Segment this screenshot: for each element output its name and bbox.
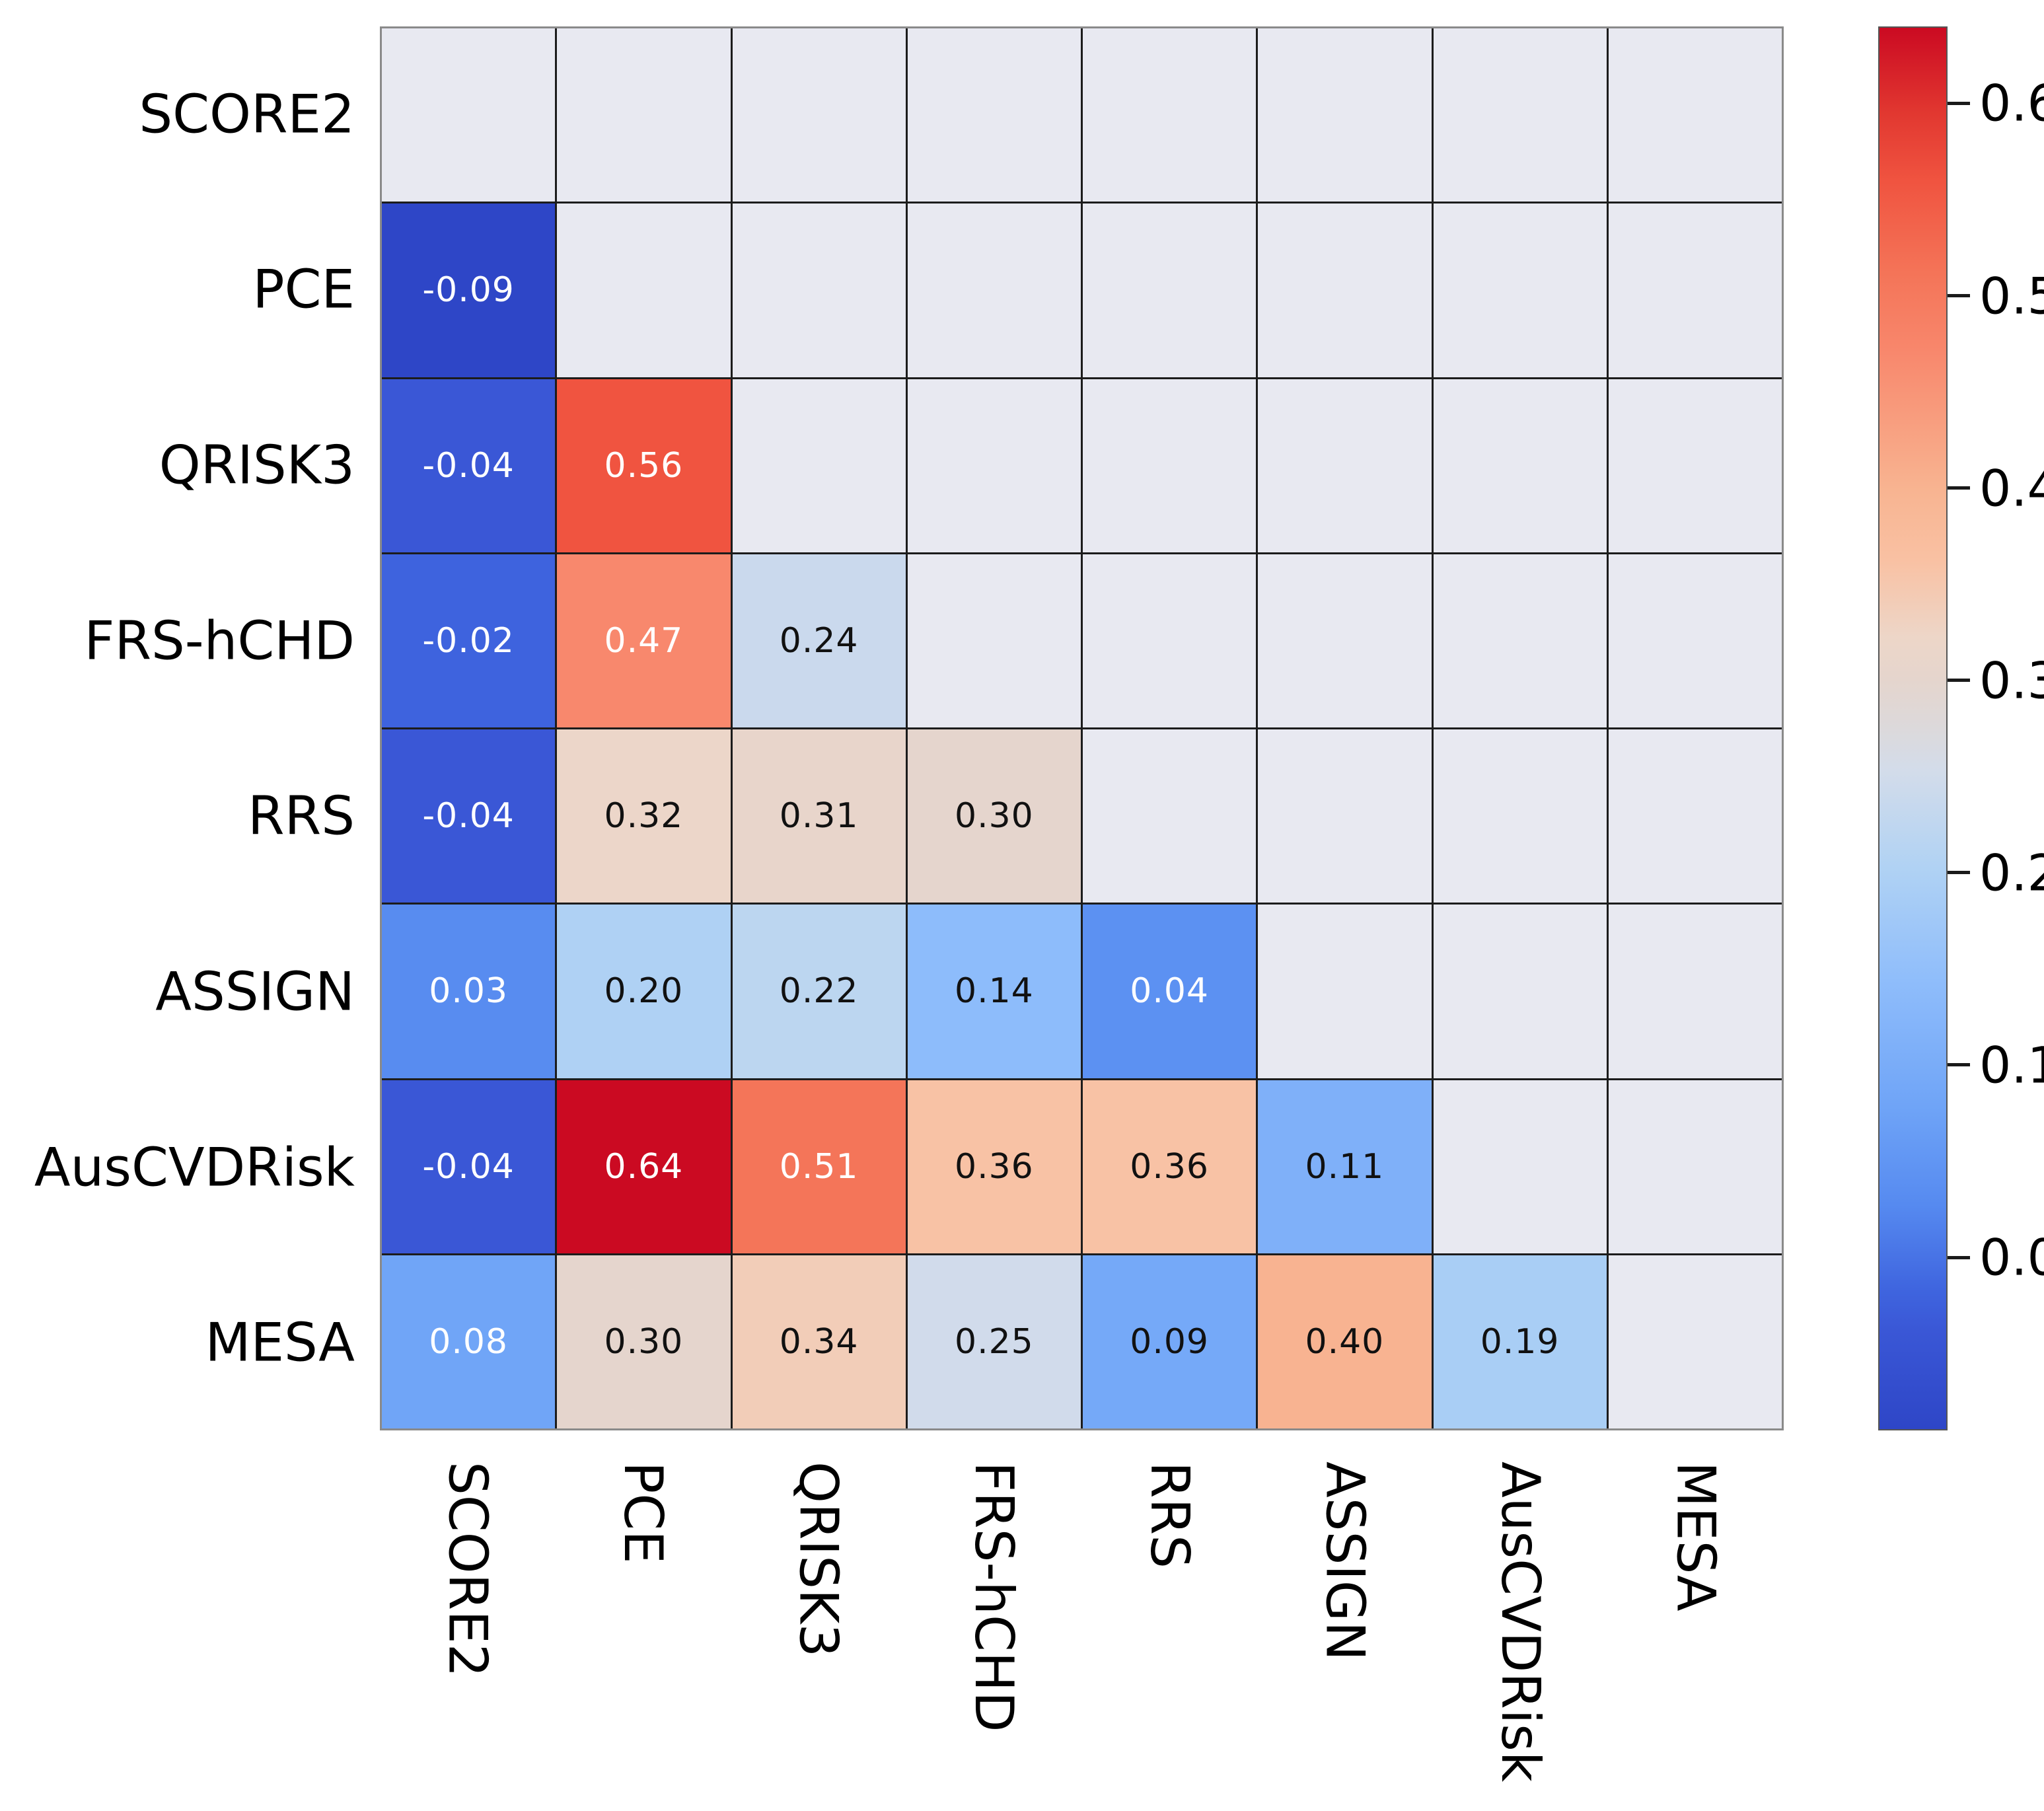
y-axis-label: QRISK3 — [159, 434, 355, 496]
heatmap-cell-masked — [1083, 554, 1257, 727]
x-axis-label: QRISK3 — [787, 1461, 850, 1658]
heatmap-cell-masked — [1433, 729, 1607, 903]
heatmap-cell: 0.34 — [732, 1255, 906, 1428]
colorbar-tick-mark — [1948, 486, 1970, 490]
heatmap-cell-masked — [1608, 28, 1782, 202]
heatmap-cell: 0.47 — [557, 554, 731, 727]
heatmap-cell: 0.20 — [557, 905, 731, 1078]
heatmap-cell-masked — [732, 203, 906, 377]
heatmap-cell-masked — [557, 203, 731, 377]
colorbar-tick-mark — [1948, 101, 1970, 105]
colorbar-tick-mark — [1948, 871, 1970, 875]
heatmap-cell-masked — [907, 28, 1081, 202]
colorbar-tick-label: 0.2 — [1979, 843, 2044, 903]
heatmap-cell: 0.30 — [907, 729, 1081, 903]
heatmap-cell-masked — [1608, 905, 1782, 1078]
heatmap-cell-masked — [1258, 905, 1432, 1078]
heatmap-cell-masked — [907, 203, 1081, 377]
heatmap-cell-masked — [1608, 554, 1782, 727]
heatmap-cell-masked — [1608, 1080, 1782, 1253]
x-axis-label: MESA — [1665, 1461, 1727, 1611]
heatmap-cell: 0.36 — [907, 1080, 1081, 1253]
heatmap-cell-masked — [1433, 28, 1607, 202]
colorbar-tick-mark — [1948, 679, 1970, 683]
x-axis-label: ASSIGN — [1314, 1461, 1376, 1661]
heatmap-cell: -0.04 — [382, 729, 556, 903]
heatmap-cell-masked — [1608, 203, 1782, 377]
heatmap-cell: -0.09 — [382, 203, 556, 377]
heatmap-cell-masked — [1433, 1080, 1607, 1253]
heatmap-cell: 0.24 — [732, 554, 906, 727]
x-axis-label: FRS-hCHD — [963, 1461, 1025, 1732]
heatmap-cell-masked — [557, 28, 731, 202]
heatmap-cell-masked — [907, 379, 1081, 552]
heatmap-cell-masked — [732, 28, 906, 202]
heatmap-cell: 0.32 — [557, 729, 731, 903]
heatmap-cell-masked — [1433, 379, 1607, 552]
heatmap-cell: 0.56 — [557, 379, 731, 552]
colorbar-tick-label: 0.0 — [1979, 1228, 2044, 1287]
colorbar-tick-label: 0.6 — [1979, 73, 2044, 133]
heatmap-cell-masked — [732, 379, 906, 552]
colorbar-tick-label: 0.3 — [1979, 651, 2044, 710]
heatmap-cell: 0.14 — [907, 905, 1081, 1078]
heatmap-cell-masked — [1083, 28, 1257, 202]
colorbar-tick-mark — [1948, 1063, 1970, 1067]
x-axis-label: RRS — [1138, 1461, 1200, 1569]
heatmap-cell: 0.11 — [1258, 1080, 1432, 1253]
heatmap-cell-masked — [1258, 554, 1432, 727]
y-axis-label: AusCVDRisk — [34, 1136, 355, 1199]
heatmap-cell: 0.51 — [732, 1080, 906, 1253]
y-axis-label: PCE — [252, 258, 355, 320]
heatmap-cell: 0.08 — [382, 1255, 556, 1428]
heatmap-cell-masked — [1258, 729, 1432, 903]
y-axis-label: ASSIGN — [155, 961, 355, 1023]
heatmap-cell: 0.04 — [1083, 905, 1257, 1078]
heatmap-cell: 0.30 — [557, 1255, 731, 1428]
heatmap-cell-masked — [1433, 554, 1607, 727]
heatmap-cell-masked — [1258, 28, 1432, 202]
heatmap-cell-masked — [1433, 203, 1607, 377]
x-axis-label: AusCVDRisk — [1490, 1461, 1552, 1783]
colorbar-tick-label: 0.5 — [1979, 266, 2044, 326]
heatmap-cell: 0.25 — [907, 1255, 1081, 1428]
heatmap-cell: 0.22 — [732, 905, 906, 1078]
colorbar-tick-label: 0.4 — [1979, 459, 2044, 518]
heatmap-cell-masked — [1083, 203, 1257, 377]
heatmap-cell-masked — [1083, 379, 1257, 552]
heatmap-cell: 0.19 — [1433, 1255, 1607, 1428]
colorbar — [1878, 26, 1948, 1430]
heatmap-cell: -0.02 — [382, 554, 556, 727]
x-axis-label: PCE — [612, 1461, 674, 1564]
heatmap-cell-masked — [1433, 905, 1607, 1078]
heatmap-cell-masked — [1258, 203, 1432, 377]
colorbar-tick-label: 0.1 — [1979, 1035, 2044, 1095]
heatmap-cell-masked — [1608, 729, 1782, 903]
heatmap-cell-masked — [907, 554, 1081, 727]
y-axis-label: MESA — [205, 1312, 355, 1374]
heatmap-cell: 0.03 — [382, 905, 556, 1078]
heatmap-cell-masked — [382, 28, 556, 202]
colorbar-tick-mark — [1948, 1255, 1970, 1259]
heatmap-cell: 0.09 — [1083, 1255, 1257, 1428]
heatmap-cell: 0.40 — [1258, 1255, 1432, 1428]
y-axis-label: RRS — [248, 785, 355, 847]
heatmap-cell-masked — [1258, 379, 1432, 552]
heatmap-grid: -0.09 -0.04 0.56 -0.02 0.47 0.24 -0.04 0.32 0.31… — [380, 26, 1784, 1430]
y-axis-label: FRS-hCHD — [84, 610, 355, 672]
heatmap-cell: 0.64 — [557, 1080, 731, 1253]
heatmap-cell-masked — [1083, 729, 1257, 903]
heatmap-cell: 0.36 — [1083, 1080, 1257, 1253]
x-axis-label: SCORE2 — [437, 1461, 499, 1678]
heatmap-cell: 0.31 — [732, 729, 906, 903]
heatmap-cell-masked — [1608, 379, 1782, 552]
heatmap-cell-masked — [1608, 1255, 1782, 1428]
heatmap-cell: -0.04 — [382, 1080, 556, 1253]
y-axis-label: SCORE2 — [139, 83, 355, 145]
heatmap-cell: -0.04 — [382, 379, 556, 552]
colorbar-tick-mark — [1948, 294, 1970, 298]
